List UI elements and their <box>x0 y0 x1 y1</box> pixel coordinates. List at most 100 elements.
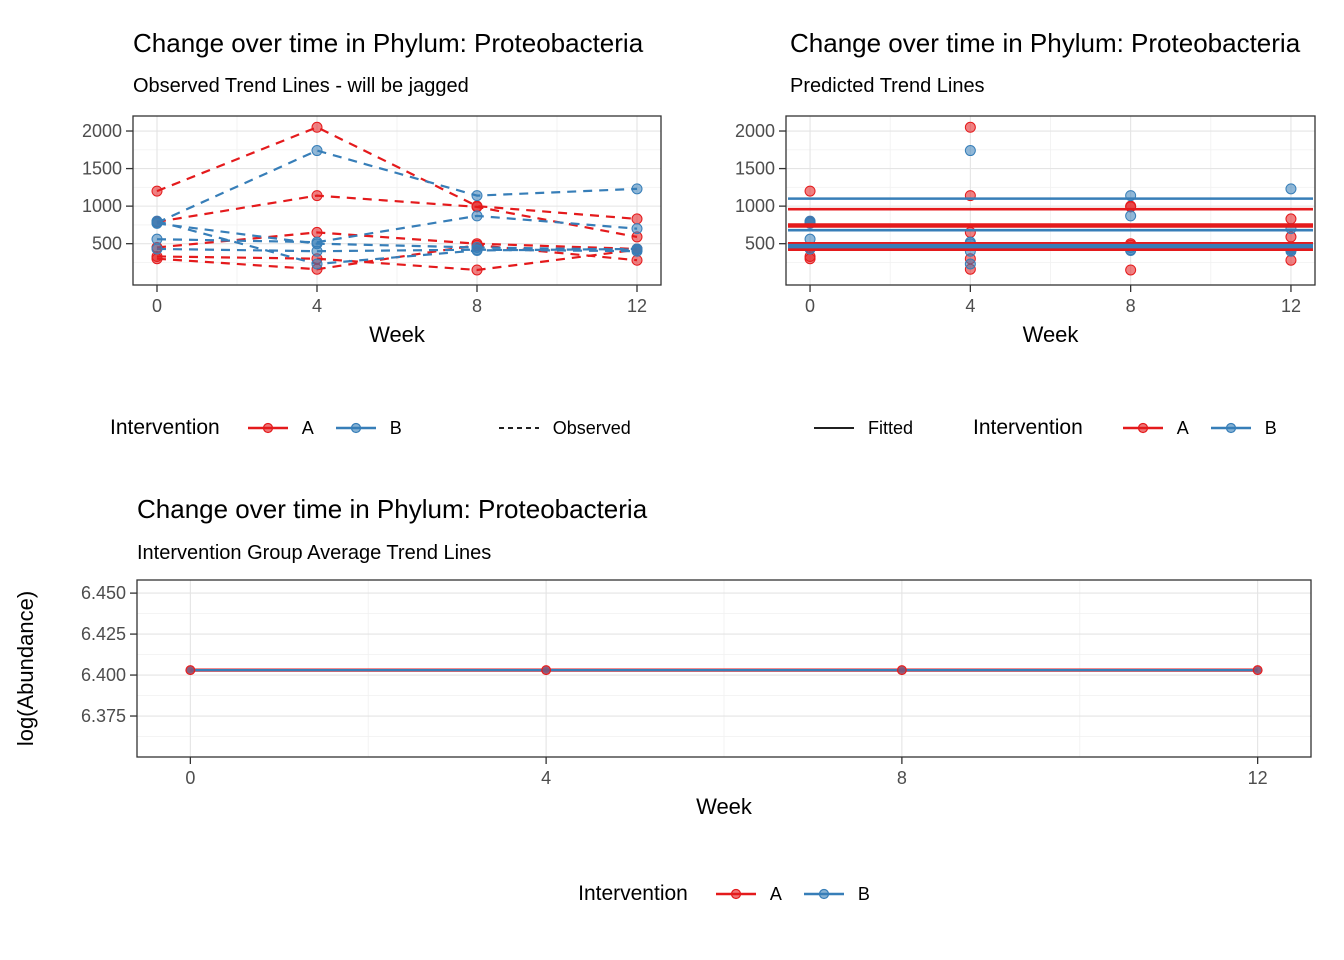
legend-label-b: B <box>1264 417 1277 438</box>
x-tick-label: 0 <box>185 768 195 788</box>
x-tick-label: 4 <box>312 296 322 316</box>
x-axis-title: Week <box>1023 322 1080 347</box>
average-legend-items: Intervention A B <box>578 882 870 906</box>
data-point <box>1254 666 1262 674</box>
predicted-chart-plot: 0 4 8 12 500 1000 1500 2000 Week <box>735 115 1316 347</box>
data-point <box>1125 210 1137 222</box>
average-chart-plot: 0 4 8 12 6.375 6.400 6.425 6.450 Week log(Abundan… <box>13 579 1312 819</box>
data-point <box>311 121 323 133</box>
data-point <box>804 185 816 197</box>
y-tick-label: 1000 <box>82 196 122 216</box>
data-point <box>311 258 323 270</box>
observed-series-line <box>156 149 638 224</box>
observed-chart-plot: 0 4 8 12 500 1000 1500 2000 Week <box>82 115 662 347</box>
data-point <box>1285 183 1297 195</box>
legend-key-fitted-icon <box>814 427 854 429</box>
average-chart-title: Change over time in Phylum: Proteobacter… <box>137 494 648 524</box>
legend-key-b-icon <box>1210 422 1251 434</box>
x-tick-label: 8 <box>897 768 907 788</box>
x-tick-label: 4 <box>541 768 551 788</box>
x-tick-label: 8 <box>1126 296 1136 316</box>
legend-key-observed-icon <box>498 427 539 429</box>
legend-label-observed: Observed <box>552 417 631 438</box>
observed-chart-subtitle: Observed Trend Lines - will be jagged <box>133 75 469 97</box>
legend-key-a-icon <box>1122 422 1163 434</box>
data-point <box>964 258 976 270</box>
data-point <box>471 210 483 222</box>
predicted-chart-title: Change over time in Phylum: Proteobacter… <box>790 28 1301 58</box>
y-tick-label: 2000 <box>735 121 775 141</box>
panel-border <box>136 579 1312 758</box>
legend-key-a-icon <box>247 422 288 434</box>
data-point <box>151 253 163 265</box>
data-point <box>151 243 163 255</box>
y-tick-label: 1500 <box>735 159 775 179</box>
data-point <box>151 233 163 245</box>
observed-legend: Intervention A B Observed <box>0 412 672 444</box>
observed-series-line <box>156 126 638 220</box>
data-point <box>471 244 483 256</box>
data-point <box>964 121 976 133</box>
data-point <box>631 183 643 195</box>
data-point <box>898 666 906 674</box>
data-point <box>311 190 323 202</box>
y-tick-label: 500 <box>745 234 775 254</box>
data-point <box>964 145 976 157</box>
predicted-chart-panel: Change over time in Phylum: Proteobacter… <box>672 0 1344 470</box>
data-point <box>1125 264 1137 276</box>
y-tick-label: 1000 <box>735 196 775 216</box>
data-point <box>471 201 483 213</box>
legend-key-b-icon <box>803 888 844 900</box>
legend-label-a: A <box>769 883 782 904</box>
data-point <box>631 243 643 255</box>
legend-label-a: A <box>1176 417 1189 438</box>
x-tick-label: 4 <box>965 296 975 316</box>
y-tick-label: 2000 <box>82 121 122 141</box>
legend-key-b-icon <box>335 422 376 434</box>
data-point <box>631 213 643 225</box>
y-tick-label: 6.375 <box>81 706 126 726</box>
x-axis-title: Week <box>369 322 426 347</box>
y-tick-label: 6.450 <box>81 583 126 603</box>
data-point <box>311 145 323 157</box>
data-point <box>151 185 163 197</box>
y-tick-label: 6.400 <box>81 665 126 685</box>
average-chart-subtitle: Intervention Group Average Trend Lines <box>137 542 492 564</box>
observed-series-line <box>156 222 638 251</box>
legend-title: Intervention <box>110 416 220 439</box>
data-point <box>1285 254 1297 266</box>
y-tick-label: 1500 <box>82 159 122 179</box>
data-point <box>631 254 643 266</box>
x-tick-label: 12 <box>1281 296 1301 316</box>
data-point <box>1285 213 1297 225</box>
observed-series-line <box>156 220 638 266</box>
average-chart-panel: Change over time in Phylum: Proteobacter… <box>0 470 1344 960</box>
data-point <box>471 264 483 276</box>
observed-chart-title: Change over time in Phylum: Proteobacter… <box>133 28 644 58</box>
data-point <box>471 190 483 202</box>
x-tick-label: 12 <box>627 296 647 316</box>
legend-title: Intervention <box>578 882 688 905</box>
legend-label-b: B <box>389 417 402 438</box>
legend-label-fitted: Fitted <box>868 417 914 438</box>
x-tick-label: 8 <box>472 296 482 316</box>
y-axis-title: log(Abundance) <box>13 591 38 746</box>
legend-label-b: B <box>857 883 870 904</box>
data-point <box>311 226 323 238</box>
data-point <box>186 666 194 674</box>
average-legend: Intervention A B <box>0 878 1344 910</box>
y-tick-label: 6.425 <box>81 624 126 644</box>
predicted-chart-subtitle: Predicted Trend Lines <box>790 75 985 97</box>
data-point <box>542 666 550 674</box>
legend-key-a-icon <box>715 888 756 900</box>
x-axis-title: Week <box>696 794 753 819</box>
data-point <box>804 253 816 265</box>
observed-series-line <box>156 248 638 272</box>
observed-chart-panel: Change over time in Phylum: Proteobacter… <box>0 0 672 470</box>
predicted-legend: Fitted Intervention A B <box>672 412 1344 444</box>
y-tick-label: 500 <box>92 234 122 254</box>
panel-border <box>785 115 1316 286</box>
legend-title: Intervention <box>973 416 1083 439</box>
data-point <box>311 245 323 257</box>
